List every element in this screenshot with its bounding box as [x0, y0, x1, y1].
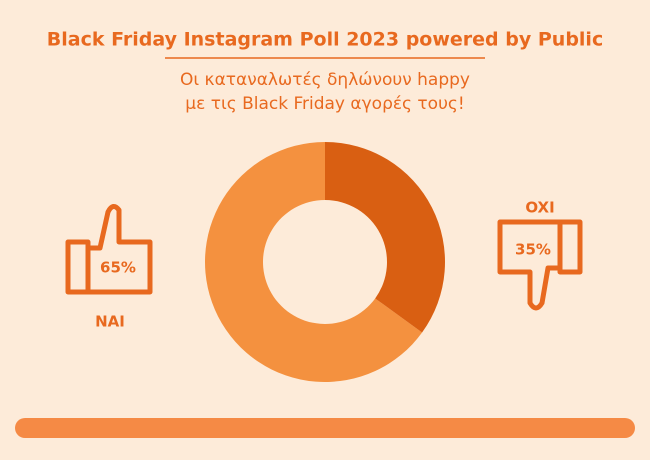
category-label: NAI	[95, 313, 125, 331]
category-label: OXI	[525, 199, 554, 217]
subtitle-line: με τις Black Friday αγορές τους!	[185, 94, 464, 114]
subtitle-line: Οι καταναλωτές δηλώνουν happy	[180, 70, 470, 90]
donut	[205, 142, 446, 382]
thumb-up	[85, 204, 153, 295]
donut-slice	[325, 142, 446, 333]
value-label: 65%	[100, 259, 136, 277]
chart-title: Black Friday Instagram Poll 2023 powered…	[47, 29, 603, 51]
thumb-down	[497, 219, 563, 311]
footer-bar	[15, 418, 635, 438]
value-label: 35%	[515, 241, 551, 259]
icons	[65, 204, 583, 311]
donut-slice	[205, 142, 423, 382]
